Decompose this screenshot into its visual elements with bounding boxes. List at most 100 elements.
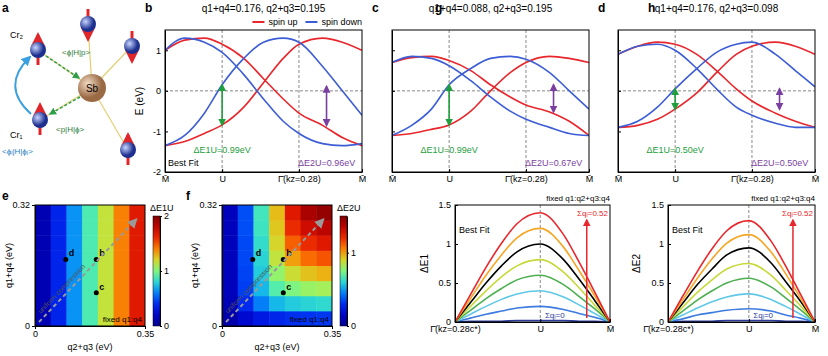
point [250, 257, 255, 262]
plot-frame [222, 205, 332, 326]
axis-line [456, 322, 611, 323]
tick: Γ̄(kz=0.28) [505, 169, 548, 184]
heat-cell [269, 250, 285, 266]
plot-area [222, 205, 332, 326]
heat-cell [51, 235, 67, 251]
heat-cell [301, 296, 317, 312]
heat-cell [114, 205, 130, 221]
heat-cell [301, 250, 317, 266]
tick-label: Γ̄(kz=0.28c*) [430, 324, 481, 334]
tick-label: U [538, 324, 545, 334]
tick-label: 0 [212, 321, 217, 331]
heat-cell [129, 250, 145, 266]
tick-mark [449, 169, 450, 172]
line [392, 56, 589, 135]
tick-label: 1.5 [651, 200, 664, 210]
tick-mark [165, 50, 168, 51]
line [455, 213, 610, 322]
panel-f: bcduniform compressionfixed q1:q400.3500… [186, 189, 361, 352]
hopping-label: <p|H|ϕ> [56, 125, 85, 134]
tick-label: 0 [164, 321, 169, 331]
tick: 1 [347, 248, 356, 258]
annotation: uniform compression [37, 263, 88, 316]
tick-mark [618, 91, 621, 92]
axis-line [668, 206, 669, 323]
tick-label: M̄ [812, 174, 820, 184]
heat-cell [35, 205, 51, 221]
tick: U [672, 169, 679, 184]
hopping-arrow [15, 57, 31, 114]
tick: 0.5 [438, 278, 458, 288]
plot-frame [668, 205, 815, 322]
tick-label: U [746, 324, 753, 334]
tick-mark [219, 326, 222, 327]
panel-label: d [598, 1, 605, 15]
heat-cell [98, 266, 114, 282]
tick: 0.32 [199, 200, 222, 210]
tick-mark [392, 50, 395, 51]
tick-label: 0 [33, 329, 38, 339]
heat-cell [98, 296, 114, 312]
heat-cell [285, 281, 301, 297]
axis-title: q1+q4 (eV) [4, 243, 14, 288]
figure: aSb<ϕ|H|p><p|H|ϕ><ϕᵢ|H|ϕⱼ>Cr₂Cr₁M̄UΓ̄(kz… [0, 0, 828, 356]
panel-b: M̄UΓ̄(kz=0.28)M̄-2-101bq1+q4=0.176, q2+q… [134, 1, 366, 184]
heat-cell [51, 266, 67, 282]
tick-label: M̄ [812, 324, 820, 334]
annotation-arrow [39, 220, 136, 322]
heat-cell [238, 205, 254, 221]
heat-cell [129, 266, 145, 282]
annotation: Σqᵢ=0.52 [577, 209, 608, 218]
heat-cell [222, 220, 238, 236]
tick-mark [618, 50, 621, 51]
tick-label: 1 [351, 248, 356, 258]
arrow-label: ΔE2U=0.67eV [525, 158, 582, 168]
tick: 1 [156, 46, 168, 56]
heat-cell [114, 250, 130, 266]
tick: 0 [160, 321, 169, 331]
point-label: c [99, 282, 104, 292]
tick-label: 1 [156, 46, 161, 56]
plot-area [392, 30, 589, 172]
panel-label: h [648, 1, 655, 15]
gap-arrow [448, 85, 450, 125]
tick-label: 1 [659, 239, 664, 249]
tick-label: -2 [153, 167, 161, 177]
tick-label: -1 [153, 127, 161, 137]
tick-mark [610, 319, 611, 322]
tick-mark [32, 205, 35, 206]
heat-cell [129, 205, 145, 221]
axis-line [222, 206, 223, 327]
heat-cell [301, 266, 317, 282]
tick: 0.35 [324, 326, 342, 339]
tick-label: U [446, 174, 453, 184]
heat-cell [222, 250, 238, 266]
tick-label: M̄ [607, 324, 615, 334]
tick-label: 0 [220, 329, 225, 339]
panel-label: g [435, 1, 442, 15]
line [618, 42, 815, 127]
panel-e: bcduniform compressionfixed q1:q400.3500… [2, 189, 174, 352]
tick-mark [455, 205, 458, 206]
heat-cell [222, 205, 238, 221]
series-label: Best Fit [672, 225, 703, 235]
tick-label: M̄ [359, 174, 367, 184]
reference-line [618, 90, 815, 91]
legend-label: spin down [321, 17, 362, 27]
heat-cell [269, 311, 285, 326]
tick-mark [815, 319, 816, 322]
tick-label: 1.5 [438, 200, 451, 210]
axis: 00.35 [33, 326, 154, 339]
axis-title: ΔE1 [419, 254, 430, 273]
tick [392, 50, 395, 51]
plot-area [455, 205, 610, 322]
heat-cell [98, 281, 114, 297]
annotation: Best Fit [168, 158, 199, 168]
axis-title: q2+q3 (eV) [255, 342, 300, 352]
annotation-arrow [586, 220, 588, 318]
line [618, 42, 815, 127]
tick-label: 0 [351, 321, 356, 331]
line [165, 38, 362, 146]
axis-line [347, 217, 348, 327]
tick-mark [815, 169, 816, 172]
